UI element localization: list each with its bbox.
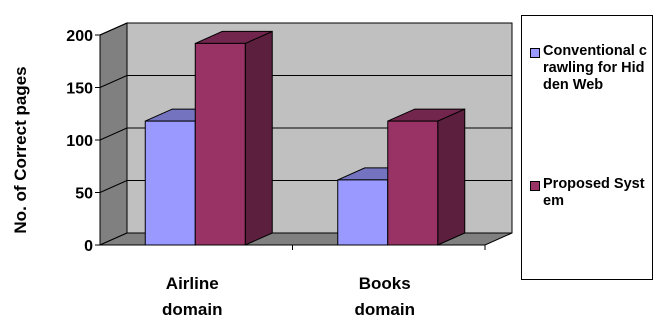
gridline-side — [99, 22, 128, 36]
bar-front — [144, 120, 196, 246]
legend-item-proposed: Proposed System — [530, 176, 650, 210]
legend-label-proposed: Proposed System — [543, 176, 645, 209]
bar-chart: 0 50 100 150 200 Airline domain Books domain No… — [11, 22, 513, 319]
x-category-label: Airline domain — [162, 274, 222, 319]
legend-swatch-conventional — [530, 48, 540, 58]
bar-1-1 — [387, 108, 466, 246]
y-tick-label: 50 — [75, 186, 93, 203]
x-category-label: Books domain — [355, 274, 415, 319]
bar-front — [337, 179, 389, 246]
gridline-side — [99, 180, 128, 193]
y-tick-label: 200 — [66, 28, 93, 45]
bars — [144, 30, 466, 246]
y-tick-labels: 0 50 100 150 200 — [66, 28, 100, 255]
y-tick-label: 0 — [84, 238, 93, 255]
bar-side — [437, 108, 466, 246]
bar-front — [387, 120, 439, 246]
gridline-side — [99, 75, 128, 88]
bar-front — [194, 42, 246, 246]
legend-label-conventional: Conventional crawling for Hidden Web — [543, 43, 647, 93]
gridline-side — [99, 127, 128, 141]
legend-item-conventional: Conventional crawling for Hidden Web — [530, 43, 650, 94]
y-axis-label: No. of Correct pages — [11, 66, 30, 233]
x-category-labels: Airline domain Books domain — [162, 245, 486, 319]
bar-side — [244, 30, 273, 246]
y-tick-label: 100 — [66, 133, 93, 150]
legend-swatch-proposed — [530, 181, 540, 191]
bar-1-0 — [194, 30, 273, 246]
legend: Conventional crawling for Hidden Web Pro… — [521, 15, 653, 280]
y-tick-label: 150 — [66, 81, 93, 98]
